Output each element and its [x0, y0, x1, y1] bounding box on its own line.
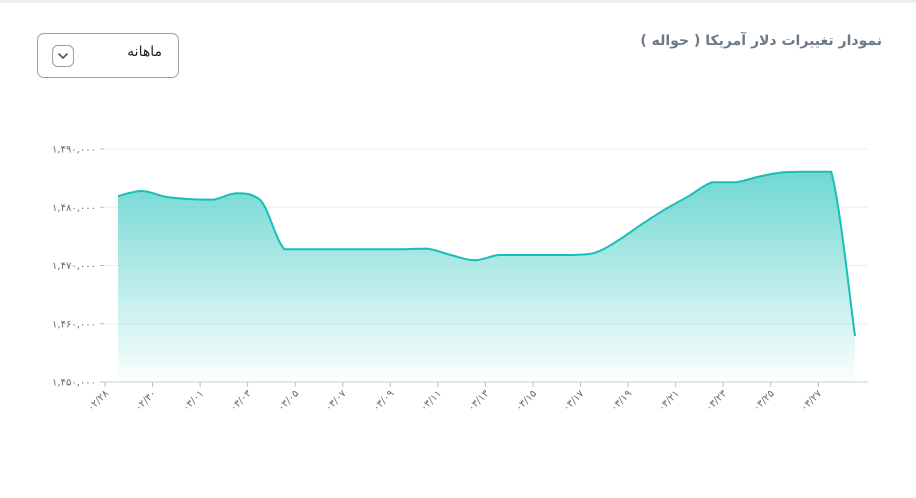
- top-divider: [0, 0, 916, 3]
- chevron-down-icon[interactable]: [52, 45, 74, 67]
- x-tick-label: ۰۳/۲۱: [656, 388, 681, 413]
- x-tick-label: ۰۲/۳۰: [133, 388, 158, 413]
- x-tick-label: ۰۳/۱۳: [466, 388, 492, 414]
- x-tick-label: ۰۳/۲۳: [704, 388, 730, 414]
- y-tick-label: ۱,۴۵۰,۰۰۰: [52, 378, 96, 389]
- x-tick-label: ۰۳/۱۱: [419, 388, 444, 413]
- x-axis: ۰۲/۲۸ ۰۲/۳۰ ۰۳/۰۱ ۰۳/۰۳ ۰۳/۰۵ ۰۳/۰۷ ۰۳/۰۹ ۰۳/۱۱…: [86, 382, 825, 414]
- y-tick-label: ۱,۴۶۰,۰۰۰: [52, 319, 96, 330]
- chart-title: نمودار تغییرات دلار آمریکا ( حواله ): [640, 33, 882, 49]
- x-tick-label: ۰۲/۲۸: [86, 388, 112, 414]
- x-tick-label: ۰۳/۰۳: [228, 388, 254, 414]
- series-line: [117, 170, 856, 337]
- x-tick-label: ۰۳/۱۷: [561, 388, 587, 414]
- period-select-value: ماهانه: [127, 44, 162, 60]
- x-tick-label: ۰۳/۲۷: [799, 388, 825, 414]
- y-axis: ۱,۴۵۰,۰۰۰ ۱,۴۶۰,۰۰۰ ۱,۴۷۰,۰۰۰ ۱,۴۸۰,۰۰۰ ۱,۴۹…: [52, 145, 104, 389]
- x-tick-label: ۰۳/۱۵: [514, 388, 539, 413]
- y-tick-label: ۱,۴۸۰,۰۰۰: [52, 203, 96, 214]
- x-tick-label: ۰۳/۰۷: [324, 388, 350, 414]
- x-tick-label: ۰۳/۰۱: [181, 388, 206, 413]
- x-tick-label: ۰۳/۱۹: [609, 388, 634, 413]
- x-tick-label: ۰۳/۲۵: [751, 388, 776, 413]
- period-select[interactable]: ماهانه: [37, 33, 179, 78]
- series-area: [118, 171, 855, 382]
- x-tick-label: ۰۳/۰۵: [276, 388, 301, 413]
- x-tick-label: ۰۳/۰۹: [371, 388, 396, 413]
- y-tick-label: ۱,۴۹۰,۰۰۰: [52, 145, 96, 156]
- y-tick-label: ۱,۴۷۰,۰۰۰: [52, 261, 96, 272]
